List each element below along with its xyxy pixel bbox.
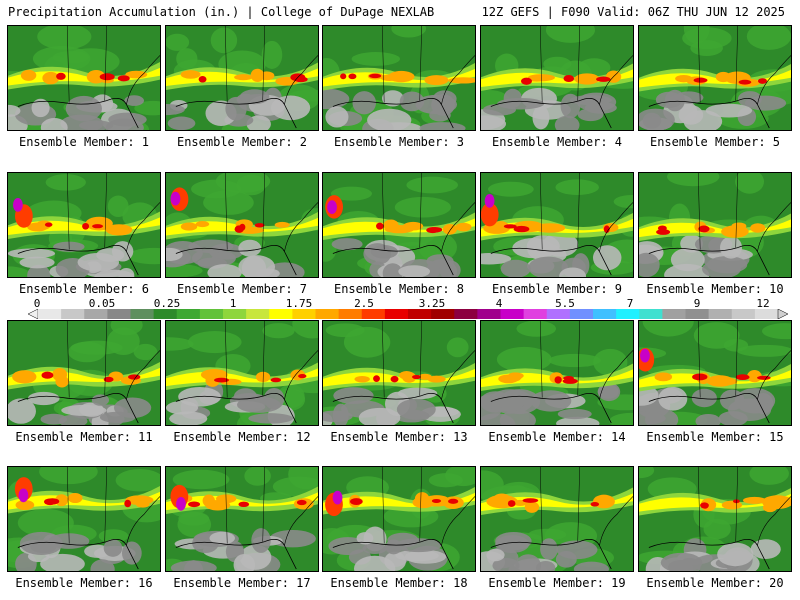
colorbar-tick-label: 4 [495,297,503,310]
ensemble-panel-18 [322,466,476,572]
colorbar-swatch [593,309,617,319]
ensemble-label-5: Ensemble Member: 5 [649,135,781,149]
colorbar-swatch [454,309,478,319]
colorbar-swatch [731,309,756,319]
ensemble-label-17: Ensemble Member: 17 [173,576,311,590]
ensemble-label-2: Ensemble Member: 2 [176,135,308,149]
ensemble-label-3: Ensemble Member: 3 [333,135,465,149]
colorbar-swatch [546,309,571,319]
colorbar-tick-label: 0 [33,297,41,310]
ensemble-label-15: Ensemble Member: 15 [646,430,784,444]
ensemble-panel-4 [480,25,634,131]
ensemble-label-6: Ensemble Member: 6 [18,282,150,296]
colorbar [28,309,788,319]
ensemble-panel-11 [7,320,161,426]
ensemble-label-4: Ensemble Member: 4 [491,135,623,149]
colorbar-swatch [384,309,409,319]
colorbar-swatch [246,309,270,319]
colorbar-swatch [61,309,85,319]
ensemble-panel-3 [322,25,476,131]
colorbar-max-arrow [777,309,788,319]
colorbar-swatch [408,309,432,319]
colorbar-swatch [153,309,178,319]
colorbar-swatch [315,309,340,319]
colorbar-swatch [223,309,247,319]
colorbar-tick-label: 9 [693,297,701,310]
ensemble-label-12: Ensemble Member: 12 [173,430,311,444]
colorbar-tick-label: 5.5 [555,297,575,310]
ensemble-label-8: Ensemble Member: 8 [333,282,465,296]
ensemble-panel-17 [165,466,319,572]
colorbar-swatch [477,309,501,319]
ensemble-label-20: Ensemble Member: 20 [646,576,784,590]
colorbar-swatch [199,309,224,319]
colorbar-tick-label: 1 [229,297,237,310]
colorbar-swatch [292,309,316,319]
ensemble-panel-2 [165,25,319,131]
colorbar-swatch [84,309,108,319]
colorbar-swatch [269,309,293,319]
colorbar-min-arrow [28,309,39,319]
ensemble-panel-15 [638,320,792,426]
colorbar-swatch [107,309,131,319]
colorbar-swatch [754,309,779,319]
colorbar-swatch [523,309,548,319]
colorbar-swatch [176,309,201,319]
ensemble-label-18: Ensemble Member: 18 [330,576,468,590]
colorbar-swatch [431,309,455,319]
colorbar-swatch [685,309,710,319]
colorbar-tick-label: 7 [626,297,634,310]
ensemble-panel-10 [638,172,792,278]
ensemble-label-11: Ensemble Member: 11 [15,430,153,444]
ensemble-panel-8 [322,172,476,278]
ensemble-panel-20 [638,466,792,572]
colorbar-tick-label: 2.5 [354,297,374,310]
colorbar-swatch [500,309,525,319]
colorbar-swatch [361,309,386,319]
ensemble-panel-16 [7,466,161,572]
ensemble-label-9: Ensemble Member: 9 [491,282,623,296]
ensemble-panel-14 [480,320,634,426]
colorbar-tick-label: 0.25 [153,297,181,310]
ensemble-label-7: Ensemble Member: 7 [176,282,308,296]
colorbar-tick-label: 0.05 [88,297,116,310]
ensemble-label-14: Ensemble Member: 14 [488,430,626,444]
ensemble-panel-1 [7,25,161,131]
ensemble-panel-6 [7,172,161,278]
colorbar-swatch [130,309,155,319]
colorbar-swatch [38,309,62,319]
ensemble-label-19: Ensemble Member: 19 [488,576,626,590]
colorbar-swatch [338,309,363,319]
ensemble-label-10: Ensemble Member: 10 [646,282,784,296]
colorbar-tick-label: 12 [756,297,770,310]
title-right: 12Z GEFS | F090 Valid: 06Z THU JUN 12 20… [481,5,785,19]
colorbar-swatch [569,309,594,319]
ensemble-label-16: Ensemble Member: 16 [15,576,153,590]
colorbar-tick-label: 1.75 [285,297,313,310]
ensemble-panel-5 [638,25,792,131]
colorbar-tick-label: 3.25 [418,297,446,310]
colorbar-swatch [639,309,663,319]
colorbar-swatch [662,309,686,319]
colorbar-swatch [708,309,733,319]
ensemble-panel-19 [480,466,634,572]
title-left: Precipitation Accumulation (in.) | Colle… [8,5,435,19]
ensemble-label-13: Ensemble Member: 13 [330,430,468,444]
colorbar-swatch [616,309,640,319]
ensemble-panel-13 [322,320,476,426]
ensemble-panel-9 [480,172,634,278]
ensemble-panel-7 [165,172,319,278]
ensemble-panel-12 [165,320,319,426]
ensemble-label-1: Ensemble Member: 1 [18,135,150,149]
